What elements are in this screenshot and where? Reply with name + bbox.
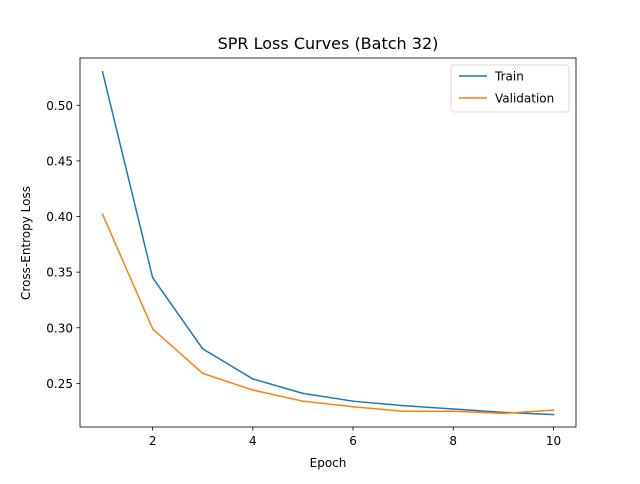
data-point-train-epoch-7: [402, 404, 404, 407]
data-point-validation-epoch-3: [201, 372, 204, 375]
data-point-train-epoch-1: [101, 71, 104, 73]
data-point-train-epoch-3: [201, 348, 204, 350]
data-point-train-epoch-2: [151, 276, 154, 279]
x-tick-label: 2: [149, 434, 157, 448]
y-axis-label: Cross-Entropy Loss: [19, 186, 33, 300]
x-tick-label: 4: [249, 434, 257, 448]
data-point-validation-epoch-9: [502, 412, 505, 415]
data-point-validation-epoch-7: [402, 410, 404, 413]
x-axis-label: Epoch: [310, 456, 347, 470]
legend-label-validation: Validation: [495, 92, 554, 106]
x-tick-label: 8: [449, 434, 457, 448]
data-point-train-epoch-4: [252, 378, 254, 380]
y-tick-label: 0.50: [46, 99, 73, 113]
y-tick-label: 0.25: [46, 377, 73, 391]
x-tick-label: 10: [546, 434, 561, 448]
data-point-validation-epoch-10: [552, 409, 555, 411]
y-tick-label: 0.30: [46, 321, 73, 335]
data-point-train-epoch-6: [352, 400, 354, 402]
x-tick-label: 6: [349, 434, 357, 448]
axes-frame: [79, 57, 577, 428]
data-point-validation-epoch-5: [302, 400, 304, 402]
series-line-train: [101, 71, 555, 416]
legend: Train Validation: [450, 64, 570, 113]
series-line-validation: [101, 213, 555, 415]
chart-title: SPR Loss Curves (Batch 32): [218, 34, 439, 53]
y-tick-label: 0.35: [46, 266, 73, 280]
y-tick-label: 0.45: [46, 154, 73, 168]
data-point-validation-epoch-6: [352, 405, 354, 408]
data-point-validation-epoch-2: [151, 328, 154, 330]
data-point-train-epoch-5: [302, 392, 304, 395]
y-tick-label: 0.40: [46, 210, 73, 224]
data-point-validation-epoch-1: [101, 213, 104, 216]
data-point-train-epoch-8: [452, 408, 455, 410]
plot-area: 2 4 6 8 10 0.25 0.30 0.35 0.40 0.45 0.50: [46, 57, 577, 448]
data-point-validation-epoch-4: [252, 389, 254, 391]
data-point-validation-epoch-8: [452, 410, 455, 413]
legend-label-train: Train: [494, 70, 524, 84]
data-point-train-epoch-10: [552, 413, 555, 416]
